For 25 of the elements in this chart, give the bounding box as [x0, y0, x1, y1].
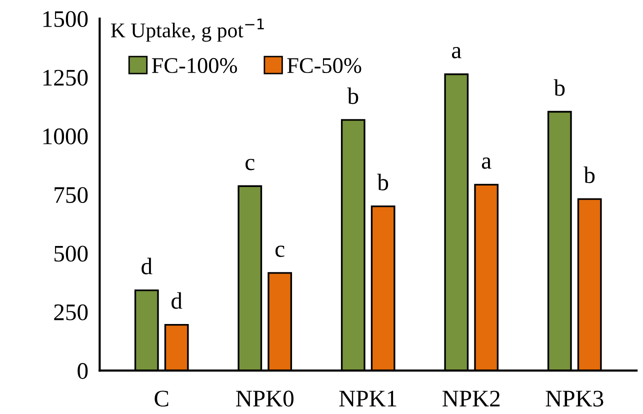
x-tick-label: C: [154, 390, 168, 407]
y-tick-label: 250: [54, 304, 88, 320]
y-tick-label: 1000: [43, 128, 88, 144]
y-tick-label: 0: [78, 363, 88, 379]
annotation: c: [276, 246, 284, 258]
x-tick-label: NPK2: [442, 390, 500, 406]
legend-label: FC-50%: [287, 58, 362, 74]
x-tick-label: NPK3: [546, 390, 604, 407]
annotation: b: [554, 79, 565, 96]
y-tick-label: 1500: [43, 11, 88, 28]
y-tick-label: 1250: [43, 70, 88, 86]
annotation: b: [347, 87, 358, 104]
annotation: c: [246, 158, 254, 170]
y-tick-label: 750: [54, 187, 88, 204]
legend-label: FC-100%: [152, 58, 237, 74]
chart-title: K Uptake, g pot$^{−1}$: [111, 18, 264, 42]
annotation: d: [172, 292, 182, 309]
annotation: a: [452, 47, 462, 58]
y-tick-label: 500: [54, 246, 88, 262]
x-tick-label: NPK1: [339, 390, 396, 406]
x-tick-label: NPK0: [236, 390, 294, 407]
annotation: a: [482, 158, 492, 169]
annotation: b: [377, 174, 388, 190]
annotation: b: [584, 166, 595, 184]
annotation: d: [142, 258, 152, 274]
